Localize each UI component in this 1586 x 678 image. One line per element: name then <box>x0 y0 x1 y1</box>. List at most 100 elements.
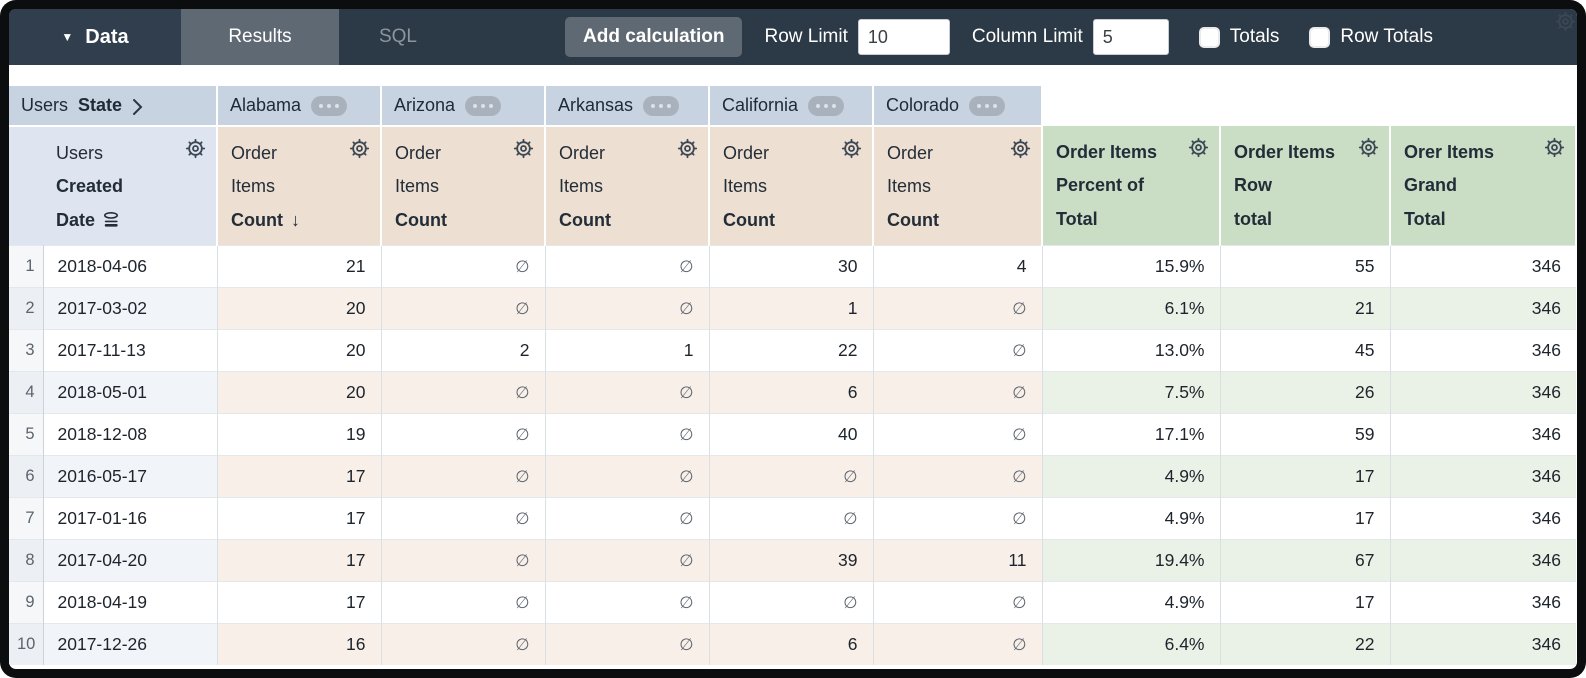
measure-value-cell[interactable]: ∅ <box>381 580 546 624</box>
measure-value-cell[interactable]: ∅ <box>873 286 1043 330</box>
measure-value-cell[interactable]: ∅ <box>545 622 710 666</box>
measure-value-cell[interactable]: ∅ <box>709 454 874 498</box>
measure-header-alabama[interactable]: Order Items Count ↓ <box>217 126 382 246</box>
calc-value-cell[interactable]: 4.9% <box>1042 454 1221 498</box>
calc-value-cell[interactable]: 17 <box>1220 580 1391 624</box>
calc-value-cell[interactable]: 17 <box>1220 454 1391 498</box>
calc-value-cell[interactable]: 346 <box>1390 580 1576 624</box>
measure-value-cell[interactable]: ∅ <box>381 538 546 582</box>
measure-value-cell[interactable]: 40 <box>709 412 874 456</box>
calc-value-cell[interactable]: 13.0% <box>1042 328 1221 372</box>
measure-value-cell[interactable]: 17 <box>217 580 382 624</box>
measure-value-cell[interactable]: ∅ <box>545 580 710 624</box>
measure-value-cell[interactable]: 22 <box>709 328 874 372</box>
calc-value-cell[interactable]: 346 <box>1390 328 1576 372</box>
calc-value-cell[interactable]: 67 <box>1220 538 1391 582</box>
data-section-toggle[interactable]: ▼ Data <box>9 9 181 65</box>
date-cell[interactable]: 2018-04-19 <box>43 580 218 624</box>
measure-value-cell[interactable]: ∅ <box>381 622 546 666</box>
measure-header-arkansas[interactable]: Order Items Count <box>545 126 710 246</box>
measure-value-cell[interactable]: ∅ <box>873 454 1043 498</box>
measure-value-cell[interactable]: 2 <box>381 328 546 372</box>
date-cell[interactable]: 2017-03-02 <box>43 286 218 330</box>
calc-value-cell[interactable]: 4.9% <box>1042 496 1221 540</box>
calc-value-cell[interactable]: 346 <box>1390 244 1576 288</box>
row-dimension-header[interactable]: Users Created Date <box>43 126 218 246</box>
measure-value-cell[interactable]: ∅ <box>545 370 710 414</box>
gear-icon[interactable] <box>1554 10 1577 33</box>
measure-header-arizona[interactable]: Order Items Count <box>381 126 546 246</box>
row-totals-toggle[interactable]: Row Totals <box>1309 26 1433 48</box>
measure-value-cell[interactable]: ∅ <box>873 496 1043 540</box>
calc-value-cell[interactable]: 7.5% <box>1042 370 1221 414</box>
measure-value-cell[interactable]: ∅ <box>709 496 874 540</box>
add-calculation-button[interactable]: Add calculation <box>565 17 743 57</box>
calc-value-cell[interactable]: 346 <box>1390 286 1576 330</box>
calc-value-cell[interactable]: 21 <box>1220 286 1391 330</box>
measure-value-cell[interactable]: ∅ <box>545 538 710 582</box>
calc-value-cell[interactable]: 346 <box>1390 370 1576 414</box>
calc-value-cell[interactable]: 6.4% <box>1042 622 1221 666</box>
gear-icon[interactable] <box>1009 137 1032 160</box>
measure-value-cell[interactable]: ∅ <box>381 496 546 540</box>
calc-value-cell[interactable]: 346 <box>1390 496 1576 540</box>
calc-value-cell[interactable]: 4.9% <box>1042 580 1221 624</box>
pivot-value-header[interactable]: Arkansas <box>545 86 710 127</box>
measure-value-cell[interactable]: 17 <box>217 496 382 540</box>
calc-value-cell[interactable]: 55 <box>1220 244 1391 288</box>
calc-value-cell[interactable]: 19.4% <box>1042 538 1221 582</box>
measure-value-cell[interactable]: ∅ <box>873 622 1043 666</box>
measure-value-cell[interactable]: ∅ <box>545 454 710 498</box>
row-limit-input[interactable] <box>857 19 950 55</box>
calc-header[interactable]: Order Items Percent of Total <box>1042 126 1221 246</box>
date-cell[interactable]: 2017-11-13 <box>43 328 218 372</box>
measure-value-cell[interactable]: 4 <box>873 244 1043 288</box>
calc-value-cell[interactable]: 45 <box>1220 328 1391 372</box>
measure-value-cell[interactable]: ∅ <box>381 370 546 414</box>
calc-value-cell[interactable]: 17.1% <box>1042 412 1221 456</box>
calc-header[interactable]: Order Items Row total <box>1220 126 1391 246</box>
calc-value-cell[interactable]: 6.1% <box>1042 286 1221 330</box>
date-cell[interactable]: 2017-04-20 <box>43 538 218 582</box>
measure-value-cell[interactable]: 20 <box>217 328 382 372</box>
date-cell[interactable]: 2018-12-08 <box>43 412 218 456</box>
gear-icon[interactable] <box>1187 136 1210 159</box>
tab-results[interactable]: Results <box>181 9 339 65</box>
measure-value-cell[interactable]: ∅ <box>709 580 874 624</box>
gear-icon[interactable] <box>676 137 699 160</box>
calc-value-cell[interactable]: 346 <box>1390 454 1576 498</box>
calc-value-cell[interactable]: 22 <box>1220 622 1391 666</box>
calc-value-cell[interactable]: 346 <box>1390 412 1576 456</box>
date-cell[interactable]: 2018-05-01 <box>43 370 218 414</box>
measure-value-cell[interactable]: ∅ <box>381 244 546 288</box>
pivot-value-header[interactable]: Arizona <box>381 86 546 127</box>
measure-value-cell[interactable]: ∅ <box>381 412 546 456</box>
totals-checkbox[interactable] <box>1198 26 1220 48</box>
date-cell[interactable]: 2018-04-06 <box>43 244 218 288</box>
tab-sql[interactable]: SQL <box>378 26 418 47</box>
measure-value-cell[interactable]: ∅ <box>545 286 710 330</box>
measure-value-cell[interactable]: 17 <box>217 538 382 582</box>
measure-value-cell[interactable]: 11 <box>873 538 1043 582</box>
measure-header-california[interactable]: Order Items Count <box>709 126 874 246</box>
pivot-value-header[interactable]: Alabama <box>217 86 382 127</box>
measure-value-cell[interactable]: 16 <box>217 622 382 666</box>
pivot-options-ellipsis-icon[interactable] <box>311 95 348 116</box>
measure-value-cell[interactable]: ∅ <box>381 454 546 498</box>
date-cell[interactable]: 2017-01-16 <box>43 496 218 540</box>
pivot-dimension-header[interactable]: Users State <box>9 11 1576 127</box>
gear-icon[interactable] <box>184 137 207 160</box>
date-cell[interactable]: 2017-12-26 <box>43 622 218 666</box>
calc-header[interactable]: Orer Items Grand Total <box>1390 126 1577 246</box>
calc-value-cell[interactable]: 59 <box>1220 412 1391 456</box>
measure-header-colorado[interactable]: Order Items Count <box>873 126 1043 246</box>
calc-value-cell[interactable]: 26 <box>1220 370 1391 414</box>
gear-icon[interactable] <box>1543 136 1566 159</box>
measure-value-cell[interactable]: 17 <box>217 454 382 498</box>
measure-value-cell[interactable]: 20 <box>217 286 382 330</box>
calc-value-cell[interactable]: 346 <box>1390 538 1576 582</box>
measure-value-cell[interactable]: ∅ <box>545 244 710 288</box>
measure-value-cell[interactable]: 19 <box>217 412 382 456</box>
gear-icon[interactable] <box>840 137 863 160</box>
pivot-value-header[interactable]: Colorado <box>873 86 1043 127</box>
